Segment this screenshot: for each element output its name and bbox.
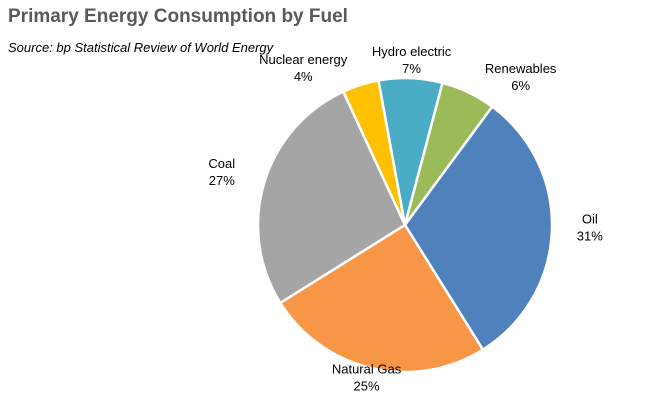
slice-label-oil: Oil xyxy=(582,212,598,227)
pie-slice-oil xyxy=(403,105,554,351)
slice-label-renewables: Renewables xyxy=(485,61,557,76)
slice-label-hydro-electric: Hydro electric xyxy=(372,44,452,59)
slice-label-coal: Coal xyxy=(208,156,235,171)
slice-percent-coal: 27% xyxy=(209,173,235,188)
slice-percent-renewables: 6% xyxy=(511,78,530,93)
chart-title: Primary Energy Consumption by Fuel xyxy=(8,6,348,27)
pie-slice-coal xyxy=(256,90,407,305)
slice-label-natural-gas: Natural Gas xyxy=(332,362,402,377)
pie-slice-natural-gas xyxy=(279,223,485,374)
slice-percent-hydro-electric: 7% xyxy=(402,61,421,76)
pie-slices xyxy=(256,76,554,374)
pie-labels: Coal 27% Nuclear energy 4% Hydro electric 7% R… xyxy=(208,44,603,393)
slice-percent-nuclear-energy: 4% xyxy=(294,69,313,84)
slice-label-nuclear-energy: Nuclear energy xyxy=(259,52,348,67)
chart-subtitle: Source: bp Statistical Review of World E… xyxy=(8,40,274,55)
slice-percent-oil: 31% xyxy=(577,229,603,244)
slice-percent-natural-gas: 25% xyxy=(354,379,380,394)
